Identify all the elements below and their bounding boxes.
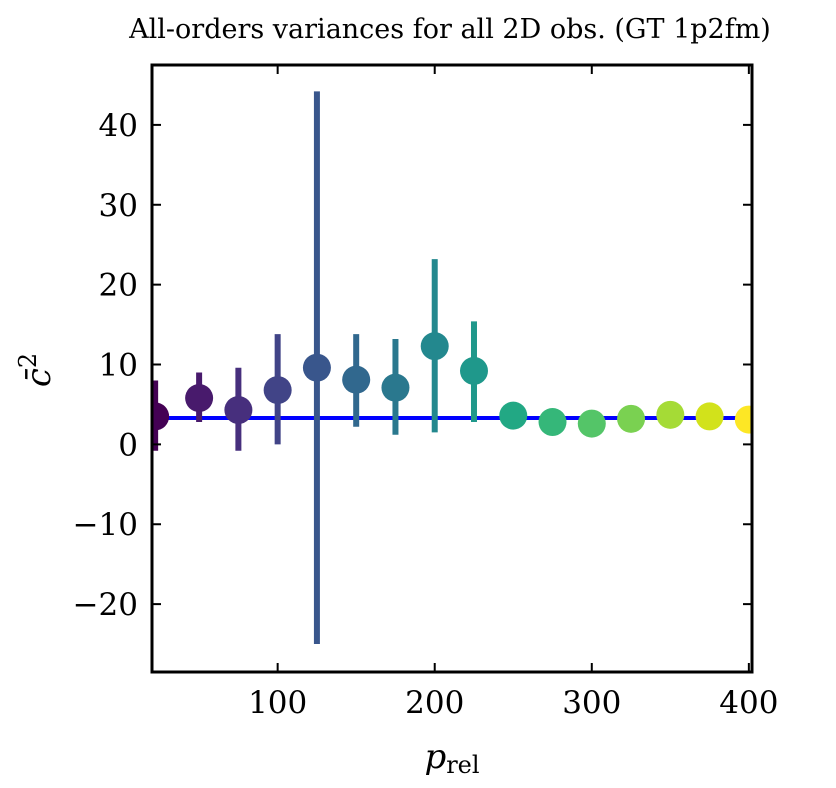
data-point — [538, 408, 567, 437]
data-point — [224, 396, 253, 425]
data-point — [695, 402, 724, 431]
data-point — [185, 384, 214, 413]
data-point — [656, 400, 685, 429]
y-tick-label: −20 — [73, 587, 138, 623]
data-point — [420, 332, 449, 361]
y-tick-label: 40 — [99, 108, 138, 144]
data-point — [302, 353, 331, 382]
y-tick-label: 20 — [99, 268, 138, 304]
axis-ticks: 100 200 300 400 −20 −10 0 10 20 30 40 — [73, 65, 778, 721]
data-point — [459, 356, 488, 385]
y-axis-label: c̄2 — [14, 353, 59, 387]
y-tick-label: 10 — [99, 348, 138, 384]
plot-area — [152, 91, 752, 645]
x-tick-label: 100 — [248, 685, 307, 721]
y-axis-label-sup: 2 — [14, 353, 42, 368]
data-point — [577, 409, 606, 438]
x-tick-label: 200 — [405, 685, 464, 721]
data-point — [617, 404, 646, 433]
x-tick-label: 300 — [562, 685, 621, 721]
data-point — [381, 373, 410, 402]
data-point — [499, 401, 528, 430]
x-axis-label: prel — [424, 737, 479, 779]
data-point — [734, 405, 752, 434]
y-tick-label: 30 — [99, 188, 138, 224]
plot-frame — [150, 63, 754, 674]
data-point — [263, 376, 292, 405]
y-tick-label: 0 — [118, 427, 138, 463]
chart-title: All-orders variances for all 2D obs. (GT… — [128, 14, 771, 45]
x-tick-label: 400 — [719, 685, 778, 721]
x-axis-label-sub: rel — [446, 751, 479, 779]
data-point — [152, 402, 170, 431]
x-axis-label-main: p — [424, 737, 446, 777]
y-axis-label-main: c̄ — [19, 368, 59, 387]
y-tick-label: −10 — [73, 507, 138, 543]
data-point — [342, 365, 371, 394]
